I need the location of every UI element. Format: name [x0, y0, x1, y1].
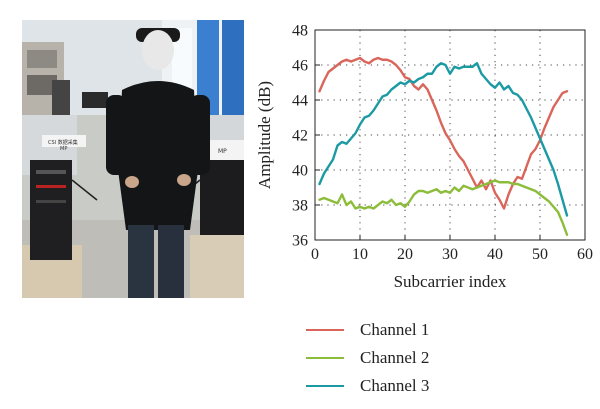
sign2: MP: [218, 148, 227, 155]
legend-item-channel-2: Channel 2: [306, 344, 506, 372]
x-tick-label-0: 0: [311, 246, 319, 263]
legend-item-channel-3: Channel 3: [306, 372, 506, 400]
sign1-line2: MP: [60, 146, 67, 152]
legend-swatch-channel-1: [306, 329, 344, 331]
tick-labels: 0 10 20 30 40 50 60 36 38 40 42 44 46 48: [292, 23, 593, 264]
y-tick-label-1: 38: [292, 198, 308, 215]
y-tick-label-3: 42: [292, 128, 308, 145]
amplitude-chart: 0 10 20 30 40 50 60 36 38 40 42 44 46 48 Subcarrier i…: [250, 18, 600, 298]
x-tick-label-6: 60: [577, 246, 593, 263]
series-line-2: [318, 179, 569, 236]
legend-swatch-channel-3: [306, 385, 344, 387]
y-tick-label-6: 48: [292, 23, 308, 40]
y-tick-label-4: 44: [292, 93, 308, 110]
x-tick-label-1: 10: [352, 246, 368, 263]
legend-label-channel-3: Channel 3: [360, 376, 430, 395]
x-tick-label-4: 40: [487, 246, 503, 263]
series-lines: [318, 56, 569, 236]
y-tick-label-5: 46: [292, 58, 308, 75]
legend-label-channel-2: Channel 2: [360, 348, 430, 367]
plot-frame: [314, 29, 586, 241]
sign1-line1: CSI 数据采集: [48, 139, 78, 146]
x-tick-label-5: 50: [532, 246, 548, 263]
legend-swatch-channel-2: [306, 357, 344, 359]
series-line-3: [318, 62, 569, 217]
x-tick-label-2: 20: [397, 246, 413, 263]
y-axis-label: Amplitude (dB): [255, 81, 274, 189]
y-tick-label-0: 36: [292, 233, 308, 250]
scene-photo: CSI 数据采集 MP MP: [22, 20, 244, 298]
y-tick-label-2: 40: [292, 163, 308, 180]
x-axis-label: Subcarrier index: [394, 272, 507, 291]
legend: Channel 1 Channel 2 Channel 3: [306, 316, 506, 400]
legend-item-channel-1: Channel 1: [306, 316, 506, 344]
x-tick-label-3: 30: [442, 246, 458, 263]
series-line-1: [318, 56, 569, 210]
legend-label-channel-1: Channel 1: [360, 320, 430, 339]
